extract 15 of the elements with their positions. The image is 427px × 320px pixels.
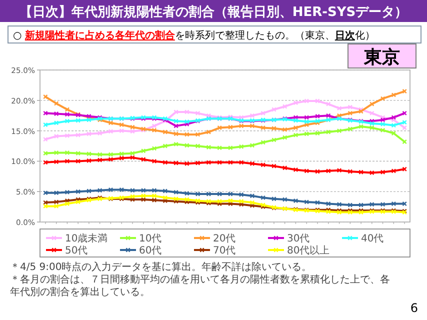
legend-label: 80代以上 [287, 244, 330, 256]
legend-label: 30代 [287, 234, 310, 244]
text: ＊各月の割合は、７日間移動平均の値を用いて各月の陽性者数を累積化した上で、各年代別の割合を算出している。 [10, 274, 390, 298]
legend-label: 40代 [361, 234, 384, 244]
chart-title: 【日次】年代別新規陽性者の割合（報告日別、HER-SYSデータ） [19, 4, 408, 20]
legend-label: 70代 [213, 246, 236, 256]
legend-label: 60代 [139, 246, 162, 256]
text: 6 [410, 301, 418, 315]
text: ＊4/5 9:00時点の入力データを基に算出。年齢不詳は除いている。 [10, 261, 312, 273]
legend-label: 10代 [139, 234, 162, 244]
chart-subtitle: ○ 新規陽性者に占める各年代の割合を時系列で整理したもの。（東京、日次化） [13, 30, 375, 42]
legend-label: 50代 [65, 246, 88, 256]
legend-label: 10歳未満 [65, 232, 108, 244]
text: 東京 [363, 47, 400, 68]
legend-label: 20代 [213, 234, 236, 244]
